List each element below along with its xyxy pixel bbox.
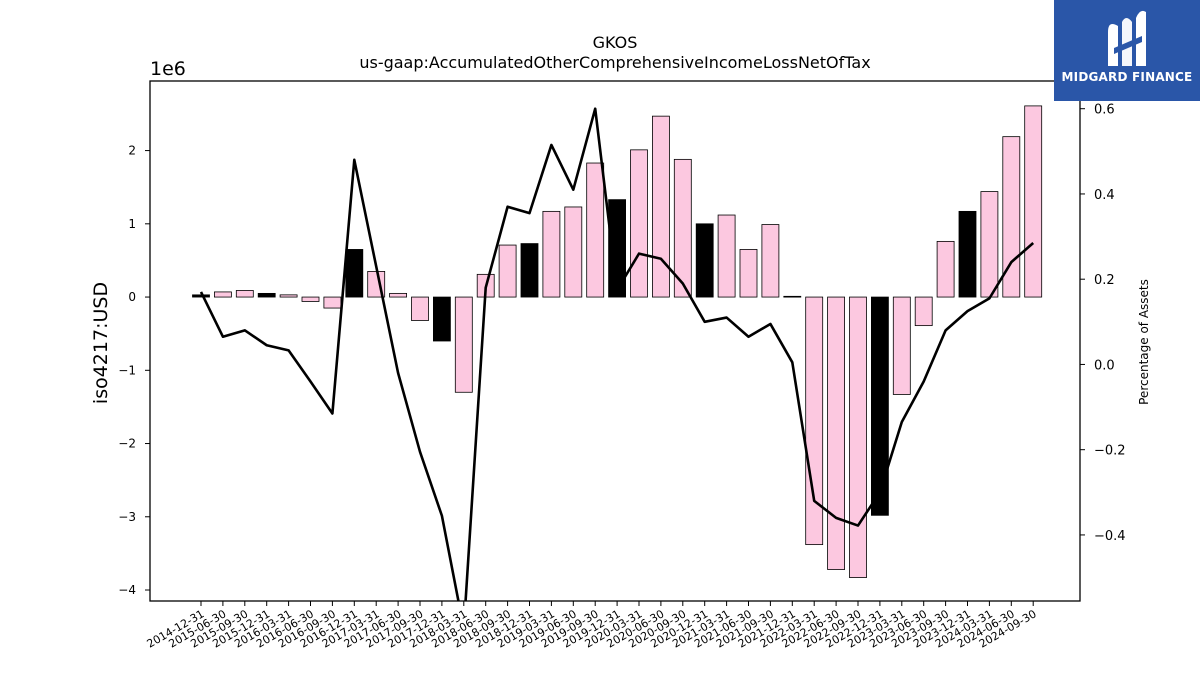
y-tick-label: −4 [118,583,136,597]
bar-2024-09-30 [1024,105,1043,298]
chart-subtitle: us-gaap:AccumulatedOtherComprehensiveInc… [359,53,870,72]
bar-2018-09-30 [498,244,517,298]
bar-2022-12-31 [871,296,889,516]
axis-layer: −4−3−2−1012−0.4−0.20.00.20.40.62014-12-3… [118,103,1125,651]
bar-2016-12-31 [345,249,364,298]
y2-tick-label: 0.0 [1094,358,1115,373]
bar-2019-09-30 [586,162,605,298]
y-offset-label: 1e6 [150,58,186,80]
percentage-of-assets-line [199,107,1035,601]
y-tick-label: 0 [128,290,136,304]
bar-2019-06-30 [564,206,583,298]
midgard-finance-logo: MIDGARD FINANCE [1054,0,1200,101]
bar-2021-09-30 [761,224,780,298]
y2-tick-label: 0.4 [1094,188,1115,203]
bar-2022-03-31 [805,296,824,546]
bar-2015-06-30 [213,291,232,298]
line-layer [199,107,1035,601]
y-tick-label: −3 [118,510,136,524]
bar-2023-06-30 [914,296,933,327]
bar-2015-09-30 [235,290,254,298]
bar-2024-03-31 [980,191,999,298]
y2-tick-label: −0.4 [1094,529,1126,544]
bar-2021-06-30 [739,249,758,298]
bar-2016-09-30 [323,296,342,309]
y-tick-label: −2 [118,437,136,451]
bar-2018-12-31 [520,243,539,298]
bar-2023-09-30 [936,240,955,298]
bar-2014-12-31 [192,294,210,298]
bar-2019-12-31 [608,199,626,298]
plot-frame [149,80,1081,602]
y-axis-label: iso4217:USD [90,282,112,404]
y2-tick-label: −0.2 [1094,444,1126,459]
bars-layer [192,105,1043,578]
bar-2023-12-31 [958,210,977,298]
brand-name: MIDGARD FINANCE [1061,70,1193,84]
bar-2018-03-31 [454,296,473,393]
bar-2017-06-30 [389,292,408,298]
bar-2020-09-30 [673,158,692,298]
bar-2020-03-31 [630,149,648,298]
bar-2022-09-30 [849,296,867,578]
bar-2016-03-31 [279,294,298,298]
y-tick-label: −1 [118,363,136,377]
bar-2019-03-31 [542,210,561,298]
midgard-logo-icon [1108,10,1146,66]
chart-title: GKOS [593,33,638,52]
bar-2020-06-30 [652,115,670,298]
y2-tick-label: 0.2 [1094,273,1115,288]
y2-axis-label: Percentage of Assets [1137,279,1151,405]
bar-2016-06-30 [301,296,320,302]
y-tick-label: 2 [128,144,136,158]
bar-2021-12-31 [783,295,802,298]
y-tick-label: 1 [128,217,136,231]
bar-2015-12-31 [257,292,276,298]
bar-2022-06-30 [827,296,845,570]
bar-2017-09-30 [411,296,429,321]
y2-tick-label: 0.6 [1094,103,1115,118]
bar-2017-12-31 [432,296,451,342]
bar-2023-03-31 [892,296,911,395]
bar-2021-03-31 [717,214,736,298]
bar-2020-12-31 [695,223,714,298]
